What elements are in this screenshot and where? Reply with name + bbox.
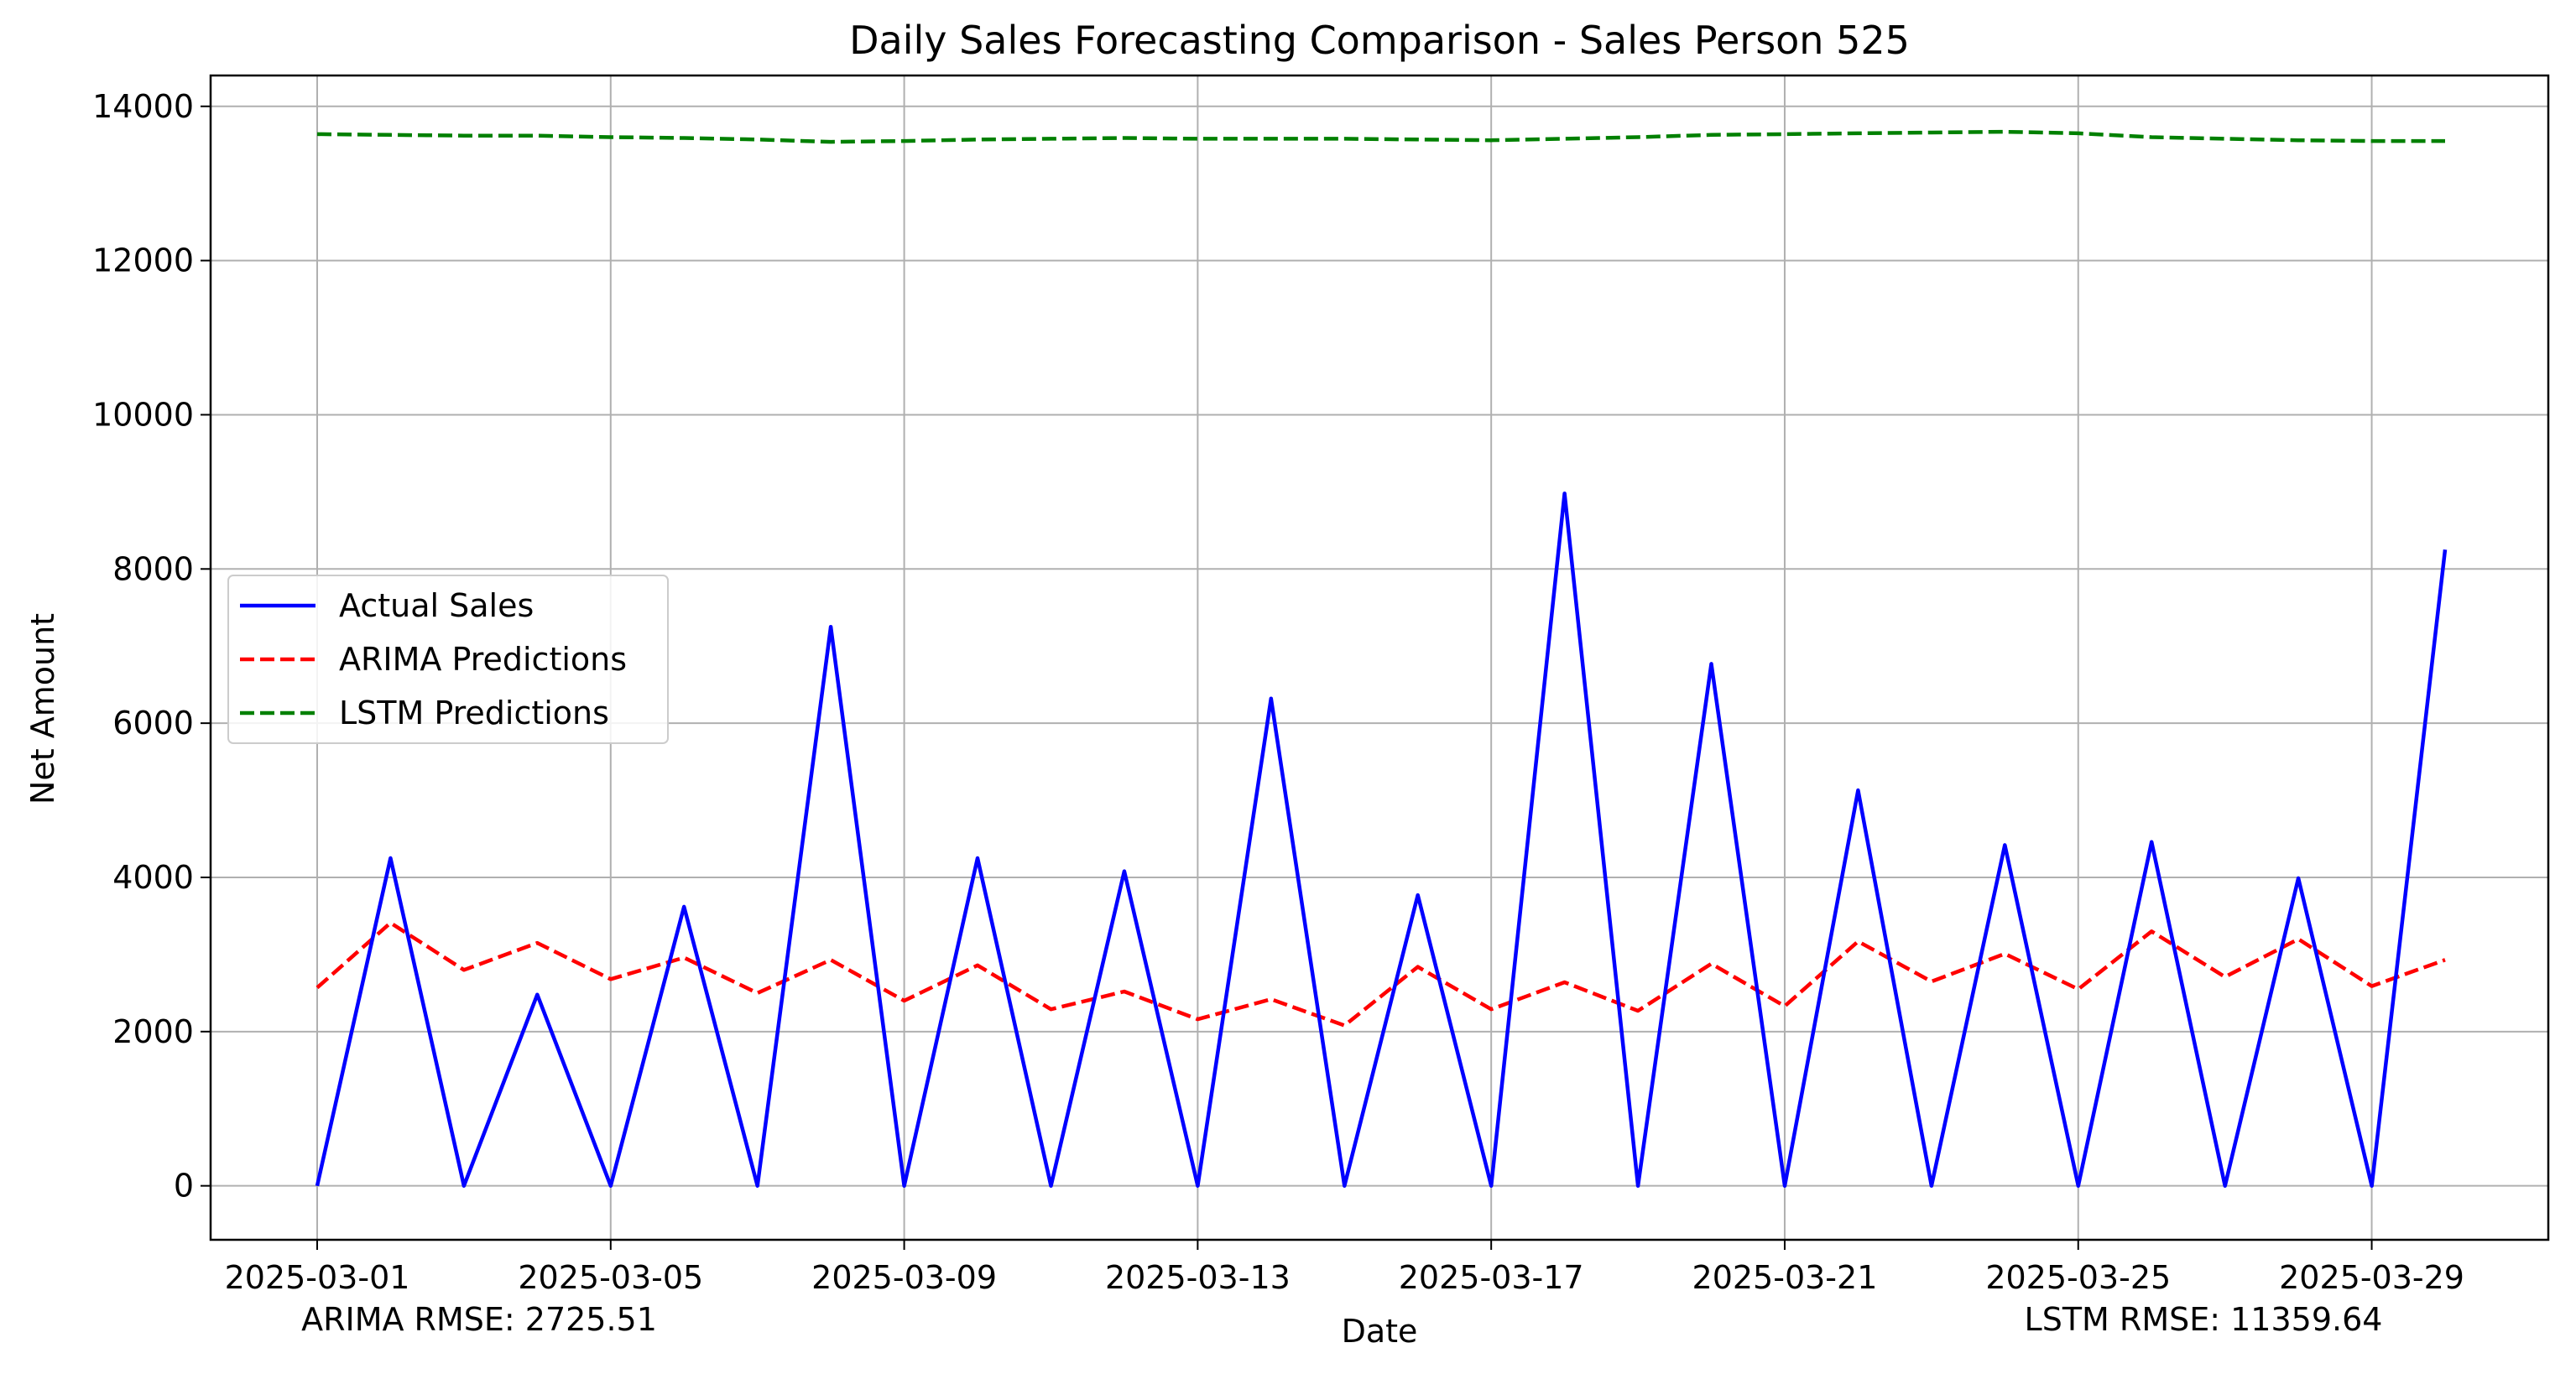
legend-box xyxy=(227,575,669,744)
y-tick-label: 0 xyxy=(174,1168,194,1205)
x-tick-label: 2025-03-13 xyxy=(1105,1259,1291,1296)
x-axis-title: Date xyxy=(1342,1313,1418,1350)
y-tick-label: 8000 xyxy=(112,550,194,587)
x-tick-label: 2025-03-17 xyxy=(1399,1259,1584,1296)
legend: Actual Sales ARIMA Predictions LSTM Predic… xyxy=(227,575,669,744)
plot-frame xyxy=(209,74,2550,1241)
lstm-rmse-note: LSTM RMSE: 11359.64 xyxy=(2025,1301,2383,1338)
legend-label: ARIMA Predictions xyxy=(339,641,627,678)
y-tick-label: 10000 xyxy=(92,396,194,433)
series-layer xyxy=(315,129,2448,1188)
x-tick-label: 2025-03-25 xyxy=(1985,1259,2171,1296)
x-tick-label: 2025-03-21 xyxy=(1692,1259,1878,1296)
arima-rmse-note: ARIMA RMSE: 2725.51 xyxy=(301,1301,657,1338)
y-tick-label: 2000 xyxy=(112,1013,194,1050)
x-tick-label: 2025-03-29 xyxy=(2279,1259,2464,1296)
x-tick-label: 2025-03-09 xyxy=(811,1259,997,1296)
y-tick-label: 6000 xyxy=(112,705,194,742)
y-tick-label: 4000 xyxy=(112,859,194,896)
series-line-arima-predictions xyxy=(315,920,2446,1028)
legend-label: Actual Sales xyxy=(339,587,534,624)
x-tick-label: 2025-03-05 xyxy=(518,1259,703,1296)
y-tick-label: 12000 xyxy=(92,242,194,279)
legend-label: LSTM Predictions xyxy=(339,695,609,731)
x-tick-label: 2025-03-01 xyxy=(225,1259,410,1296)
y-axis-title: Net Amount xyxy=(24,613,61,804)
series-line-actual-sales xyxy=(315,491,2448,1188)
chart-title: Daily Sales Forecasting Comparison - Sal… xyxy=(849,18,1910,63)
y-tick-label: 14000 xyxy=(92,88,194,125)
ticks: 2025-03-01 2025-03-05 2025-03-09 2025-03-13… xyxy=(92,88,2464,1296)
series-line-lstm-predictions xyxy=(316,129,2445,144)
